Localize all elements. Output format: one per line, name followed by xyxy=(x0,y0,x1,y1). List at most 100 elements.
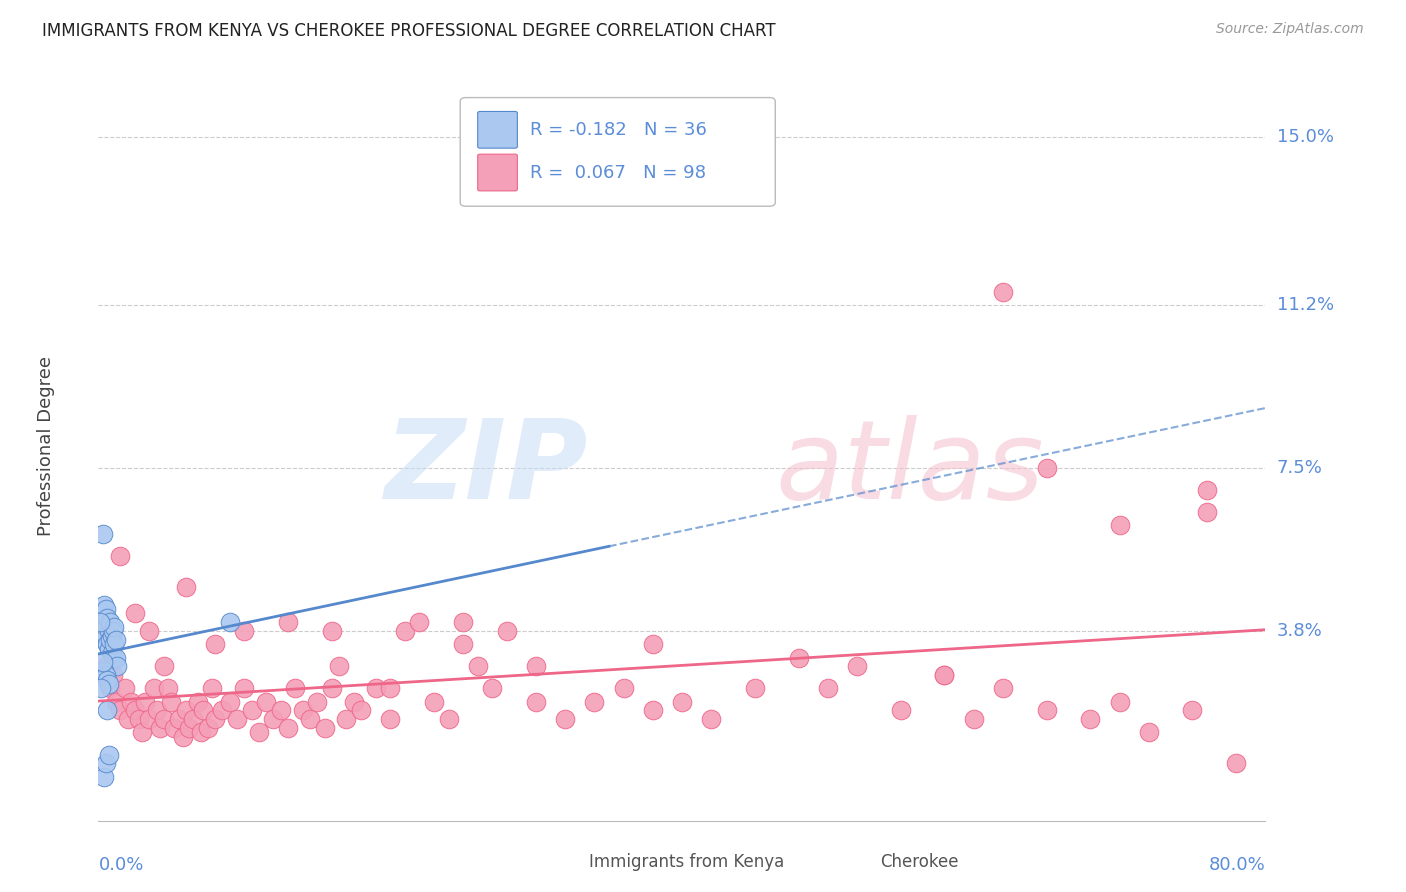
Point xyxy=(451,637,474,651)
Point xyxy=(1137,725,1160,739)
Point xyxy=(991,681,1014,696)
Point xyxy=(91,607,114,621)
Point xyxy=(174,703,197,717)
Point xyxy=(1108,518,1130,533)
Point xyxy=(328,659,350,673)
Point xyxy=(167,712,190,726)
Text: IMMIGRANTS FROM KENYA VS CHEROKEE PROFESSIONAL DEGREE CORRELATION CHART: IMMIGRANTS FROM KENYA VS CHEROKEE PROFES… xyxy=(42,22,776,40)
Point xyxy=(991,285,1014,299)
Point xyxy=(89,615,111,630)
Point xyxy=(98,615,121,630)
Text: R =  0.067   N = 98: R = 0.067 N = 98 xyxy=(530,163,706,181)
Point xyxy=(321,681,343,696)
Point xyxy=(160,695,183,709)
Point xyxy=(142,681,165,696)
Point xyxy=(190,725,212,739)
Point xyxy=(641,703,664,717)
Point xyxy=(394,624,416,639)
Point xyxy=(181,712,204,726)
Point xyxy=(93,632,115,647)
Point xyxy=(172,730,194,744)
Point xyxy=(270,703,292,717)
Point xyxy=(233,624,256,639)
Point xyxy=(104,650,127,665)
Point xyxy=(94,756,117,771)
Point xyxy=(91,624,114,639)
Point xyxy=(233,681,256,696)
Point xyxy=(134,695,156,709)
Point xyxy=(314,721,336,735)
Point xyxy=(149,721,172,735)
Point xyxy=(612,681,634,696)
Text: R = -0.182   N = 36: R = -0.182 N = 36 xyxy=(530,120,707,139)
Point xyxy=(94,602,117,616)
Point xyxy=(174,580,197,594)
Point xyxy=(211,703,233,717)
Point xyxy=(91,655,114,669)
Point xyxy=(451,615,474,630)
Point xyxy=(138,624,160,639)
FancyBboxPatch shape xyxy=(478,154,517,191)
Point xyxy=(91,527,114,541)
Point xyxy=(138,712,160,726)
Point xyxy=(524,695,547,709)
Point xyxy=(97,641,120,656)
Point xyxy=(467,659,489,673)
Text: Source: ZipAtlas.com: Source: ZipAtlas.com xyxy=(1216,22,1364,37)
Point xyxy=(554,712,576,726)
Point xyxy=(343,695,366,709)
Point xyxy=(380,681,402,696)
Point xyxy=(1108,695,1130,709)
Point xyxy=(120,695,142,709)
Text: 7.5%: 7.5% xyxy=(1277,459,1323,477)
Point xyxy=(423,695,446,709)
Point xyxy=(96,637,118,651)
Point xyxy=(218,615,240,630)
Text: 0.0%: 0.0% xyxy=(98,856,143,874)
Point xyxy=(1035,461,1057,475)
Point xyxy=(193,703,215,717)
Point xyxy=(103,620,125,634)
Point xyxy=(187,695,209,709)
Point xyxy=(94,628,117,642)
Point xyxy=(934,668,956,682)
Point xyxy=(103,637,125,651)
Point xyxy=(335,712,357,726)
Point xyxy=(787,650,810,665)
Point xyxy=(226,712,249,726)
Point xyxy=(437,712,460,726)
Point xyxy=(163,721,186,735)
Point xyxy=(104,695,127,709)
Point xyxy=(90,615,112,630)
Point xyxy=(846,659,869,673)
Point xyxy=(157,681,180,696)
Point xyxy=(307,695,329,709)
Point xyxy=(94,620,117,634)
Point xyxy=(97,677,120,691)
Point xyxy=(105,659,128,673)
Point xyxy=(744,681,766,696)
Text: 80.0%: 80.0% xyxy=(1209,856,1265,874)
Point xyxy=(197,721,219,735)
Point xyxy=(101,650,124,665)
Point xyxy=(1195,505,1218,519)
Point xyxy=(524,659,547,673)
FancyBboxPatch shape xyxy=(478,112,517,148)
Point xyxy=(100,628,122,642)
Point xyxy=(93,598,115,612)
Point xyxy=(98,624,121,639)
Point xyxy=(124,607,146,621)
Point xyxy=(93,664,115,678)
Point xyxy=(1035,703,1057,717)
Point xyxy=(117,712,139,726)
Point xyxy=(671,695,693,709)
Point xyxy=(101,668,124,682)
Point xyxy=(321,624,343,639)
Point xyxy=(177,721,200,735)
Point xyxy=(96,673,118,687)
Point xyxy=(364,681,387,696)
Point xyxy=(496,624,519,639)
Point xyxy=(90,681,112,696)
Point xyxy=(218,695,240,709)
Point xyxy=(298,712,321,726)
